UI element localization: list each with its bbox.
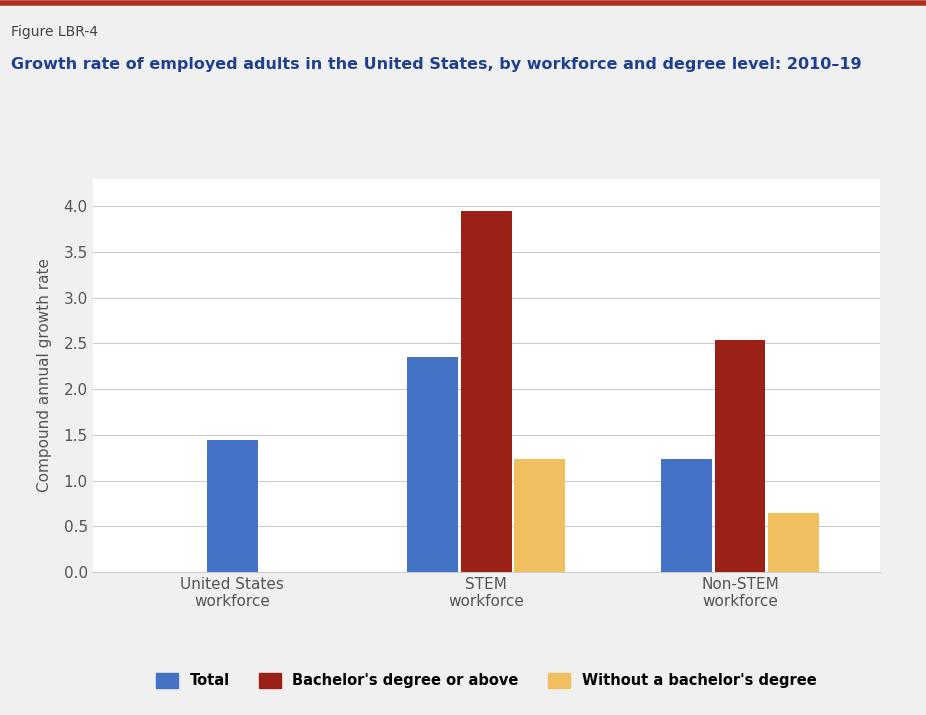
Text: Growth rate of employed adults in the United States, by workforce and degree lev: Growth rate of employed adults in the Un… bbox=[11, 57, 862, 72]
Bar bbox=[768, 513, 819, 572]
Bar bbox=[514, 458, 565, 572]
Bar bbox=[407, 357, 458, 572]
Text: Figure LBR-4: Figure LBR-4 bbox=[11, 25, 98, 39]
Bar bbox=[661, 458, 712, 572]
Legend: Total, Bachelor's degree or above, Without a bachelor's degree: Total, Bachelor's degree or above, Witho… bbox=[149, 666, 823, 696]
Bar bbox=[206, 440, 257, 572]
Bar bbox=[715, 340, 766, 572]
Bar bbox=[461, 211, 511, 572]
Y-axis label: Compound annual growth rate: Compound annual growth rate bbox=[37, 258, 53, 493]
